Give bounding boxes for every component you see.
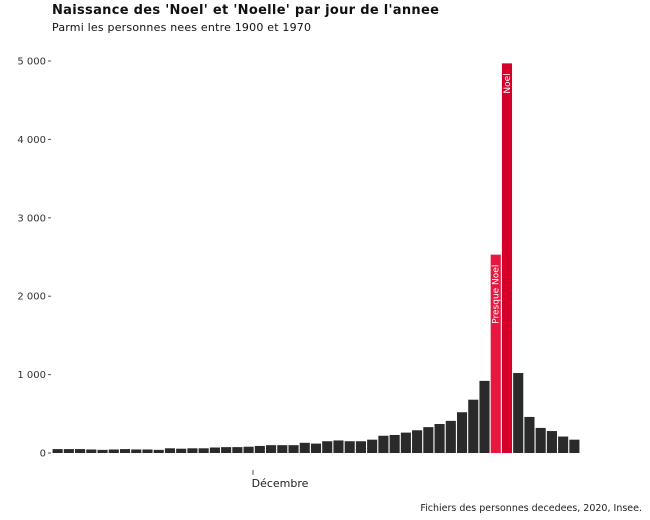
bar — [535, 427, 546, 453]
bar — [187, 448, 198, 453]
bar — [310, 443, 322, 453]
bar — [254, 445, 265, 453]
bar — [243, 446, 254, 453]
chart-caption: Fichiers des personnes decedees, 2020, I… — [420, 503, 642, 514]
bar-label-presque: Presque Noel — [492, 265, 502, 324]
y-tick-label: 4 000 — [17, 135, 46, 146]
bar — [63, 449, 74, 453]
bar — [468, 399, 479, 453]
y-tick-label: 2 000 — [17, 292, 46, 303]
bar — [569, 439, 580, 453]
bar — [546, 431, 557, 453]
bar — [389, 434, 400, 453]
bar — [299, 442, 310, 453]
y-tick-label: 5 000 — [17, 57, 46, 68]
bar — [75, 449, 86, 453]
bar-label-noel: Noel — [503, 73, 513, 93]
y-tick-label: 1 000 — [17, 370, 46, 381]
bar — [558, 436, 569, 453]
x-axis-label: Décembre — [252, 477, 309, 490]
bar — [513, 373, 524, 453]
chart-subtitle: Parmi les personnes nees entre 1900 et 1… — [52, 21, 312, 34]
bar — [198, 448, 209, 453]
bar — [456, 412, 468, 453]
bar — [288, 445, 299, 453]
bar — [322, 441, 333, 453]
bar — [52, 449, 63, 453]
bar — [108, 449, 119, 453]
bar — [434, 423, 445, 453]
bar — [412, 430, 423, 453]
chart-title: Naissance des 'Noel' et 'Noelle' par jou… — [52, 3, 440, 18]
bar — [164, 448, 176, 453]
bar — [176, 448, 187, 453]
y-tick-label: 0 — [40, 449, 46, 460]
bar — [367, 439, 378, 453]
bar — [119, 449, 131, 453]
bar — [400, 432, 411, 453]
bar — [479, 380, 490, 453]
y-tick-label: 3 000 — [17, 213, 46, 224]
bar — [266, 445, 277, 453]
bar — [131, 449, 142, 453]
bar — [153, 449, 164, 453]
bar-presque — [490, 254, 501, 453]
bar — [445, 420, 456, 453]
bar — [97, 449, 108, 453]
bar — [232, 447, 243, 453]
bar — [209, 447, 220, 453]
bar — [344, 441, 355, 453]
bar — [142, 449, 153, 453]
bar — [333, 440, 344, 453]
bar — [355, 441, 366, 453]
bar — [221, 447, 232, 453]
bar — [378, 435, 389, 453]
bar — [86, 449, 97, 453]
bar — [524, 416, 535, 453]
bar-noel — [501, 63, 513, 454]
bar — [423, 427, 434, 453]
bar — [277, 445, 288, 453]
